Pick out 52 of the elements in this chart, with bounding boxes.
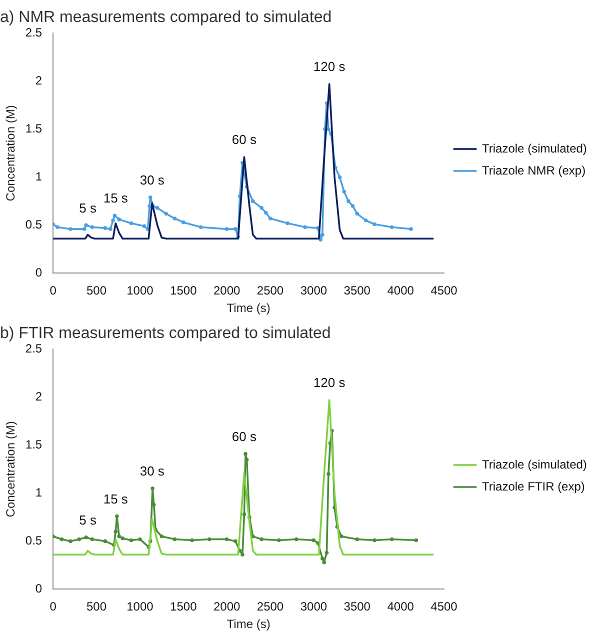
x-tick-label: 4500 [430, 600, 458, 614]
x-tick-label: 500 [86, 284, 107, 298]
annotation: 30 s [140, 172, 165, 188]
x-axis-title: Time (s) [226, 617, 270, 632]
y-tick-label: 2.5 [25, 342, 42, 356]
y-tick-label: 1.5 [25, 438, 42, 452]
annotation: 5 s [79, 200, 97, 216]
y-tick-label: 0 [35, 266, 42, 280]
y-tick-label: 2 [35, 390, 42, 404]
y-tick-label: 1.5 [25, 122, 42, 136]
x-tick-label: 1500 [170, 284, 198, 298]
y-tick-label: 2.5 [25, 26, 42, 40]
chart-title: a) NMR measurements compared to simulated [0, 9, 332, 26]
annotation: 60 s [232, 428, 257, 444]
x-tick-label: 4000 [387, 284, 414, 298]
y-tick-label: 1 [35, 170, 42, 184]
annotation: 60 s [232, 132, 257, 148]
x-tick-label: 1000 [126, 600, 154, 614]
x-tick-label: 4500 [430, 284, 458, 298]
x-tick-label: 2000 [213, 600, 240, 614]
y-tick-label: 0.5 [25, 218, 42, 232]
x-tick-label: 3000 [300, 600, 328, 614]
x-tick-label: 2500 [256, 284, 284, 298]
x-tick-label: 0 [50, 600, 57, 614]
annotation: 120 s [313, 59, 346, 74]
x-tick-label: 2000 [213, 284, 240, 298]
legend-label: Triazole (simulated) [482, 457, 587, 472]
x-tick-label: 1500 [170, 600, 198, 614]
y-tick-label: 1 [35, 486, 42, 500]
annotation: 30 s [140, 463, 165, 478]
chart-title: b) FTIR measurements compared to simulated [0, 325, 331, 342]
y-axis-title: Concentration (M) [4, 105, 18, 202]
annotation: 15 s [103, 491, 128, 506]
y-tick-label: 2 [35, 74, 42, 88]
annotation: 120 s [313, 375, 346, 390]
x-tick-label: 3500 [344, 600, 371, 614]
y-tick-label: 0.5 [25, 534, 42, 548]
x-tick-label: 3500 [344, 284, 371, 298]
x-axis-title: Time (s) [226, 301, 270, 316]
x-tick-label: 3000 [300, 284, 328, 298]
legend-label: Triazole FTIR (exp) [482, 479, 585, 494]
y-axis-title: Concentration (M) [4, 421, 18, 518]
x-tick-label: 500 [86, 600, 107, 614]
legend-label: Triazole (simulated) [482, 141, 587, 156]
x-tick-label: 4000 [387, 600, 414, 614]
x-tick-label: 1000 [126, 284, 154, 298]
x-tick-label: 0 [50, 284, 57, 298]
y-tick-label: 0 [35, 582, 42, 596]
annotation: 15 s [103, 190, 128, 206]
x-tick-label: 2500 [256, 600, 284, 614]
annotation: 5 s [79, 512, 97, 528]
legend-label: Triazole NMR (exp) [482, 163, 586, 178]
